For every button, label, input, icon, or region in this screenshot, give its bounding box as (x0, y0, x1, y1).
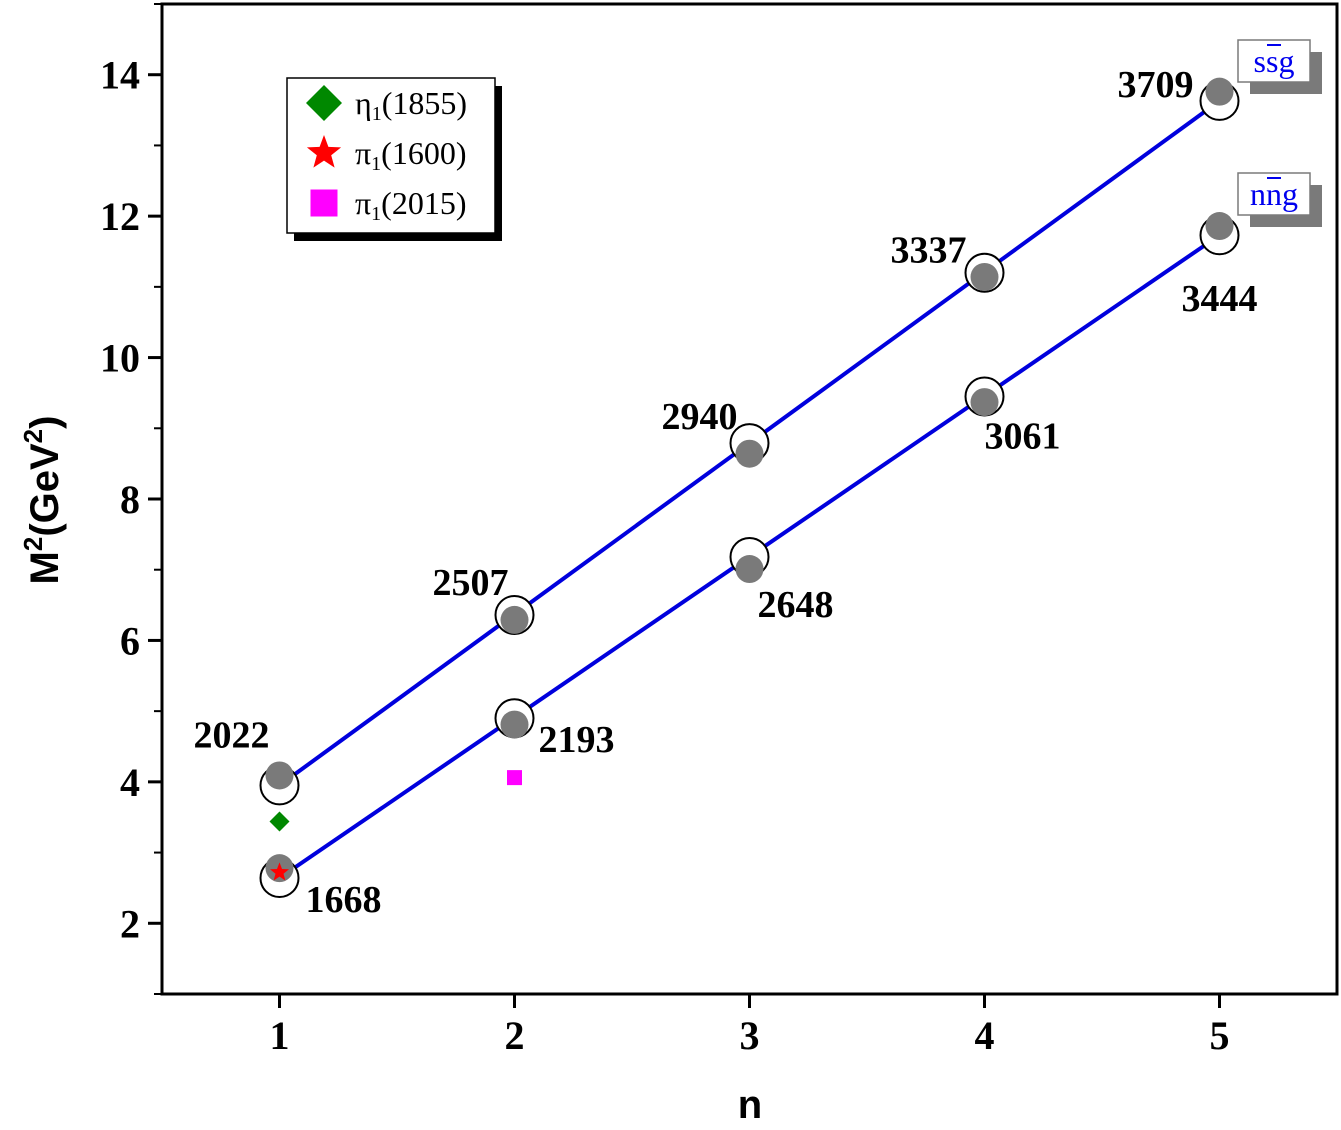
y-axis-title: M2(GeV2) (18, 416, 67, 585)
y-tick-label-14: 14 (100, 53, 140, 98)
legend-label-sub: 1 (371, 153, 381, 175)
legend-label-sub: 1 (372, 103, 382, 125)
legend-label-name: η (355, 85, 372, 121)
y-tick-label-2: 2 (120, 901, 140, 946)
legend-label-0: η1(1855) (355, 85, 467, 125)
point-labels-layer: 2022 2507 2940 3337 3709 1668 2193 2648 3061 3444 (194, 64, 1258, 921)
calc-point-ssg-5 (1205, 77, 1234, 106)
y-axis-title-end: ) (23, 416, 67, 429)
legend-marker-0 (306, 85, 342, 121)
point-label-ssg-4: 3337 (891, 230, 967, 272)
y-tick-label-6: 6 (120, 618, 140, 663)
exp-point-2 (507, 770, 522, 786)
legend-label-name: π (355, 185, 371, 221)
y-axis-title-sup2: 2 (18, 429, 48, 443)
x-tick-label-2: 2 (505, 1013, 525, 1058)
point-label-ssg-1: 2022 (194, 714, 270, 756)
legend-label-mass: (1600) (381, 135, 466, 171)
series-tag-ssg: ssg (1254, 43, 1295, 79)
point-label-nng-3: 2648 (758, 584, 834, 626)
y-axis-title-sup1: 2 (18, 537, 48, 551)
x-tick-label-4: 4 (975, 1013, 995, 1058)
y-axis-title-group: M2(GeV2) (18, 416, 67, 585)
exp-point-0 (269, 811, 290, 832)
point-label-nng-1: 1668 (306, 879, 382, 921)
legend-items: η1(1855)π1(1600)π1(2015) (306, 85, 467, 225)
legend-label-2: π1(2015) (355, 185, 466, 225)
calc-point-nng-5 (1205, 212, 1234, 241)
series-tags: ssg nng (1237, 39, 1322, 227)
experimental-layer (269, 770, 522, 881)
x-axis-title: n (738, 1083, 762, 1127)
x-tick-label-5: 5 (1210, 1013, 1230, 1058)
legend-label-mass: (1855) (382, 85, 467, 121)
series-tag-box-ssg (1237, 39, 1311, 83)
legend-label-mass: (2015) (381, 185, 466, 221)
legend-marker-1 (306, 135, 342, 168)
x-tick-label-3: 3 (740, 1013, 760, 1058)
y-tick-label-8: 8 (120, 477, 140, 522)
legend-label-1: π1(1600) (355, 135, 466, 175)
series-tag-box-nng (1237, 172, 1311, 216)
exp-point-1 (270, 862, 289, 881)
point-label-nng-4: 3061 (985, 415, 1061, 457)
point-label-ssg-2: 2507 (433, 562, 509, 604)
calc-point-ssg-1 (265, 761, 294, 790)
calc-point-nng-3 (735, 555, 764, 584)
calc-point-ssg-2 (500, 605, 529, 634)
point-label-nng-5: 3444 (1182, 278, 1258, 320)
point-label-ssg-5: 3709 (1118, 64, 1194, 106)
y-tick-label-10: 10 (100, 336, 140, 381)
calc-point-ssg-4 (970, 262, 999, 291)
legend-label-name: π (355, 135, 371, 171)
point-label-ssg-3: 2940 (662, 396, 738, 438)
legend-label-sub: 1 (371, 203, 381, 225)
x-tick-label-1: 1 (270, 1013, 290, 1058)
legend-marker-2 (310, 189, 338, 217)
calc-point-nng-2 (500, 710, 529, 739)
markers-layer (259, 77, 1240, 899)
y-axis-title-mid: (GeV (23, 443, 67, 537)
legend: η1(1855)π1(1600)π1(2015) (286, 77, 502, 241)
point-label-nng-2: 2193 (539, 719, 615, 761)
y-tick-label-12: 12 (100, 194, 140, 239)
calc-point-nng-4 (970, 388, 999, 417)
series-tag-nng: nng (1250, 176, 1298, 212)
calc-point-ssg-3 (735, 439, 764, 468)
y-axis-title-main: M (23, 551, 67, 584)
y-tick-label-4: 4 (120, 760, 140, 805)
